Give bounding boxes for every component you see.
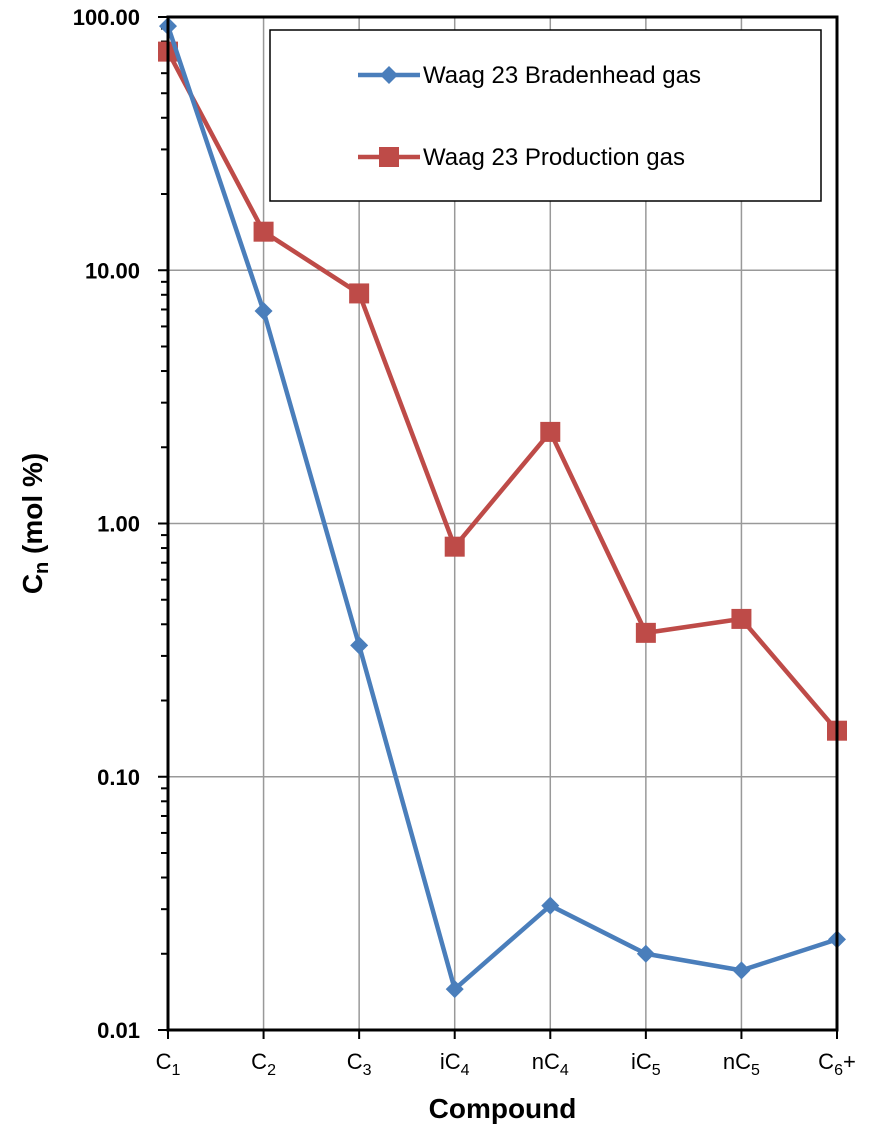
y-tick-label: 10.00 xyxy=(85,258,140,283)
series-line xyxy=(165,25,838,992)
y-tick-label: 1.00 xyxy=(97,512,140,537)
legend-box xyxy=(269,29,822,202)
y-tick-label: 0.01 xyxy=(97,1018,140,1043)
x-axis-title: Compound xyxy=(429,1093,577,1124)
y-tick-label: 0.10 xyxy=(97,765,140,790)
data-point xyxy=(350,636,369,655)
legend-items: Waag 23 Bradenhead gas Waag 23 Production… xyxy=(358,62,701,171)
legend-label: Waag 23 Bradenhead gas xyxy=(423,62,701,89)
legend-item: Waag 23 Production gas xyxy=(358,144,685,171)
y-tick-label: 100.00 xyxy=(73,5,140,30)
x-tick-label: C1 xyxy=(156,1049,181,1079)
y-tick-labels: 100.00 10.00 1.00 0.10 0.01 xyxy=(73,5,140,1043)
data-point xyxy=(445,980,464,999)
legend-item: Waag 23 Bradenhead gas xyxy=(358,62,701,89)
x-tick-label: iC4 xyxy=(440,1049,470,1079)
x-tick-label: C2 xyxy=(251,1049,276,1079)
data-point xyxy=(349,283,370,304)
data-point xyxy=(731,608,752,629)
series-1 xyxy=(158,41,847,741)
x-tick-label: C3 xyxy=(347,1049,372,1079)
legend-swatch-marker xyxy=(380,66,398,84)
y-axis-title-subscript: n xyxy=(31,562,53,574)
x-tick-label: C6+ xyxy=(818,1049,856,1079)
x-tick-label: nC4 xyxy=(532,1049,569,1079)
x-tick-labels: C1 C2 C3 iC4 nC4 iC5 nC5 C6+ xyxy=(156,1049,856,1079)
data-point xyxy=(636,944,655,963)
y-axis-title-base: C xyxy=(17,574,48,594)
data-point xyxy=(254,302,273,321)
legend-label: Waag 23 Production gas xyxy=(423,144,685,171)
series-line xyxy=(166,50,839,733)
series-0 xyxy=(159,17,846,999)
legend-swatch-marker xyxy=(379,147,399,167)
data-point xyxy=(444,536,465,557)
data-point xyxy=(540,421,561,442)
y-axis-title: Cn (mol %) xyxy=(17,453,53,594)
data-point xyxy=(635,622,656,643)
data-point xyxy=(732,961,751,980)
data-point xyxy=(253,221,274,242)
data-point xyxy=(541,896,560,915)
y-axis-title-suffix: (mol %) xyxy=(17,453,48,562)
x-tick-label: nC5 xyxy=(723,1049,760,1079)
plot-area-border xyxy=(166,15,839,1032)
legend: Waag 23 Bradenhead gas Waag 23 Production… xyxy=(269,29,822,202)
x-tick-label: iC5 xyxy=(631,1049,661,1079)
series xyxy=(158,17,847,999)
